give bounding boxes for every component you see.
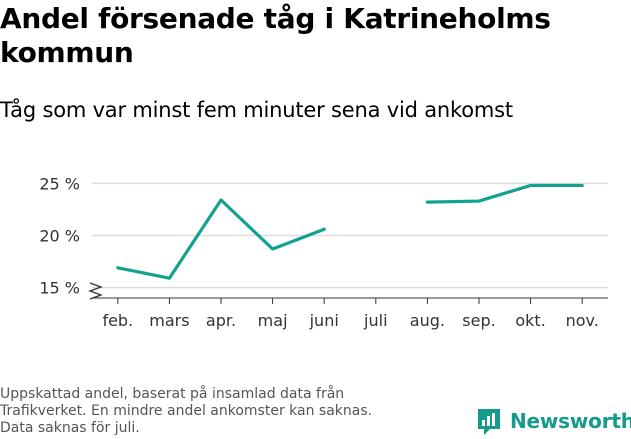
- chart-subtitle: Tåg som var minst fem minuter sena vid a…: [0, 98, 513, 122]
- x-tick-label: okt.: [515, 311, 545, 330]
- y-tick-label: 15 %: [39, 279, 80, 298]
- footnote-line: Trafikverket. En mindre andel ankomster …: [0, 403, 373, 419]
- footnote-line: Data saknas för juli.: [0, 420, 140, 436]
- newsworthy-logo-icon: [478, 409, 500, 435]
- y-tick-label: 25 %: [39, 174, 80, 193]
- brand-logo: Newsworthy: [476, 405, 631, 439]
- x-axis-ticks: feb. mars apr. maj juni juli aug. sep. okt. nov.: [102, 298, 599, 330]
- y-tick-label: 20 %: [39, 226, 80, 245]
- x-tick-label: nov.: [566, 311, 599, 330]
- footnote-line: Uppskattad andel, baserat på insamlad da…: [0, 386, 345, 402]
- x-tick-label: juni: [309, 311, 339, 330]
- series-line: [425, 183, 584, 204]
- x-tick-label: feb.: [102, 311, 133, 330]
- x-tick-label: apr.: [206, 311, 236, 330]
- axis-break-icon: [88, 282, 103, 300]
- x-tick-label: maj: [258, 311, 288, 330]
- brand-name: Newsworthy: [510, 409, 631, 433]
- gridlines: [92, 182, 608, 289]
- footnote: Uppskattad andel, baserat på insamlad da…: [0, 386, 440, 437]
- chart-title: Andel försenade tåg i Katrineholms kommu…: [0, 2, 551, 69]
- y-axis-ticks: 15 % 20 % 25 %: [39, 174, 80, 297]
- series-lines: [116, 183, 584, 280]
- x-tick-label: juli: [363, 311, 387, 330]
- x-tick-label: mars: [149, 311, 189, 330]
- line-chart: 15 % 20 % 25 % feb. mars apr. maj juni juli aug.…: [39, 174, 608, 330]
- x-tick-label: sep.: [462, 311, 495, 330]
- x-axis: [88, 282, 608, 300]
- series-line: [116, 198, 326, 280]
- x-tick-label: aug.: [410, 311, 445, 330]
